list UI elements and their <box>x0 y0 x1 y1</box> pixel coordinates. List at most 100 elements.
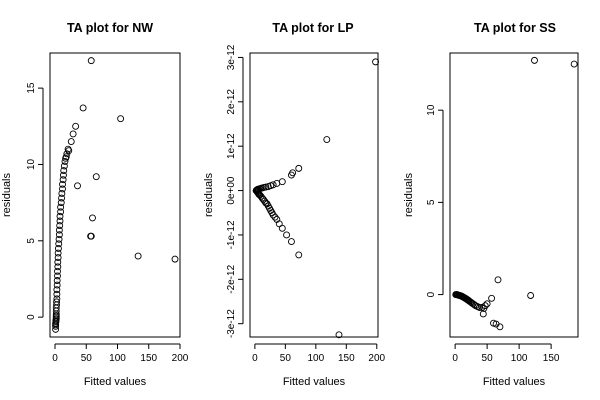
data-point <box>56 217 64 225</box>
data-point <box>53 277 61 284</box>
data-point <box>72 122 80 130</box>
data-point <box>55 226 63 234</box>
data-point <box>372 58 380 66</box>
data-point <box>283 231 291 239</box>
data-point <box>53 295 61 303</box>
data-point <box>269 181 277 189</box>
y-tick-label: 10 <box>26 158 37 170</box>
x-tick-label: 0 <box>252 353 258 364</box>
y-tick-label: 3e-12 <box>226 44 237 70</box>
x-tick-label: 150 <box>543 353 560 364</box>
data-point <box>56 212 64 220</box>
data-point <box>56 222 64 229</box>
data-point <box>55 235 63 243</box>
data-point <box>69 130 77 138</box>
x-tick-label: 200 <box>368 353 385 364</box>
x-tick-label: 50 <box>482 353 494 364</box>
data-point <box>289 169 297 177</box>
data-point <box>57 203 65 211</box>
y-tick-label: 15 <box>26 82 37 94</box>
y-tick-label: 5 <box>26 238 37 244</box>
data-point <box>67 138 75 146</box>
x-tick-label: 0 <box>452 353 458 364</box>
chart-title-nw: TA plot for NW <box>67 21 153 35</box>
x-tick-label: 100 <box>511 353 528 364</box>
y-tick-label: 0 <box>26 314 37 320</box>
data-point <box>570 60 578 68</box>
data-point <box>58 194 66 202</box>
y-tick-label: 0 <box>426 291 437 297</box>
data-point <box>55 231 63 239</box>
y-tick-label: -1e-12 <box>226 220 237 249</box>
data-point <box>57 208 65 216</box>
data-point <box>54 258 62 266</box>
data-point <box>74 182 81 190</box>
y-axis-title-lp: residuals <box>203 172 215 217</box>
data-point <box>54 267 61 275</box>
data-point <box>269 211 277 219</box>
x-tick-label: 100 <box>307 353 324 364</box>
data-point <box>58 190 66 197</box>
y-tick-label: -3e-12 <box>226 309 237 338</box>
data-point <box>59 185 66 193</box>
x-tick-label: 150 <box>338 353 355 364</box>
x-tick-label: 50 <box>280 353 292 364</box>
data-point <box>92 173 100 181</box>
data-point <box>527 292 535 299</box>
data-point <box>59 180 66 188</box>
x-axis-title-lp: Fitted values <box>283 376 346 388</box>
chart-title-ss: TA plot for SS <box>474 21 556 35</box>
data-point <box>89 214 96 222</box>
panel-nw: TA plot for NW 0 50 100 150 200 0 5 10 15 Fitted v… <box>1 21 189 388</box>
data-point <box>335 331 343 339</box>
x-axis-title-ss: Fitted values <box>483 376 546 388</box>
data-point <box>54 263 62 271</box>
data-point <box>496 323 504 331</box>
data-point <box>134 252 142 260</box>
x-axis-title-nw: Fitted values <box>84 376 147 388</box>
data-point <box>59 171 67 179</box>
plot-frame-nw <box>49 52 181 338</box>
data-point <box>295 164 303 172</box>
x-tick-label: 200 <box>172 353 189 364</box>
data-point <box>55 240 63 248</box>
data-point <box>79 104 87 112</box>
x-tick-label: 0 <box>52 353 58 364</box>
data-point <box>53 290 61 298</box>
data-point <box>259 195 267 203</box>
data-point <box>278 224 286 232</box>
data-point <box>65 147 73 155</box>
x-tick-label: 100 <box>109 353 126 364</box>
x-tick-label: 150 <box>140 353 157 364</box>
x-tick-label: 50 <box>81 353 93 364</box>
data-point <box>481 302 489 310</box>
data-point <box>57 199 65 207</box>
data-point <box>60 167 68 175</box>
data-point <box>479 310 487 318</box>
plot-frame-ss <box>449 52 579 338</box>
data-point <box>60 162 68 170</box>
y-axis-title-nw: residuals <box>1 172 13 217</box>
data-point <box>494 276 502 284</box>
data-point <box>53 298 61 306</box>
y-tick-label: 2e-12 <box>226 89 237 115</box>
data-point <box>54 244 62 252</box>
data-point <box>488 294 496 302</box>
y-axis-title-ss: residuals <box>403 172 415 217</box>
chart-title-lp: TA plot for LP <box>272 21 353 35</box>
plot-frame-lp <box>249 52 379 338</box>
data-point <box>53 286 61 294</box>
data-point <box>531 56 538 64</box>
data-point <box>278 178 286 186</box>
panel-ss: TA plot for SS 0 50 100 150 0 5 10 Fitted values… <box>403 21 579 388</box>
data-point <box>171 255 179 263</box>
data-point <box>62 153 70 161</box>
data-point <box>54 249 62 257</box>
data-point <box>262 183 270 191</box>
y-tick-label: -2e-12 <box>226 264 237 293</box>
panel-lp: TA plot for LP 0 50 100 150 200 -3e-12 -2e-12 -1… <box>203 21 386 388</box>
data-point <box>483 300 491 308</box>
data-point <box>271 213 279 221</box>
y-tick-label: 10 <box>426 104 437 116</box>
data-point <box>87 57 95 65</box>
